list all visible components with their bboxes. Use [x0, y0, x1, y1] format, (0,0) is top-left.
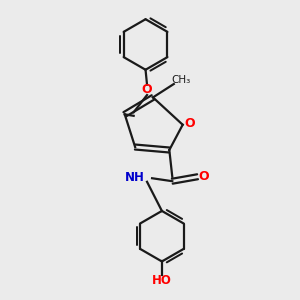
Text: NH: NH: [125, 171, 145, 184]
Text: O: O: [184, 117, 194, 130]
Text: HO: HO: [152, 274, 172, 287]
Text: O: O: [199, 170, 209, 183]
Text: CH₃: CH₃: [171, 75, 190, 85]
Text: O: O: [142, 82, 152, 96]
